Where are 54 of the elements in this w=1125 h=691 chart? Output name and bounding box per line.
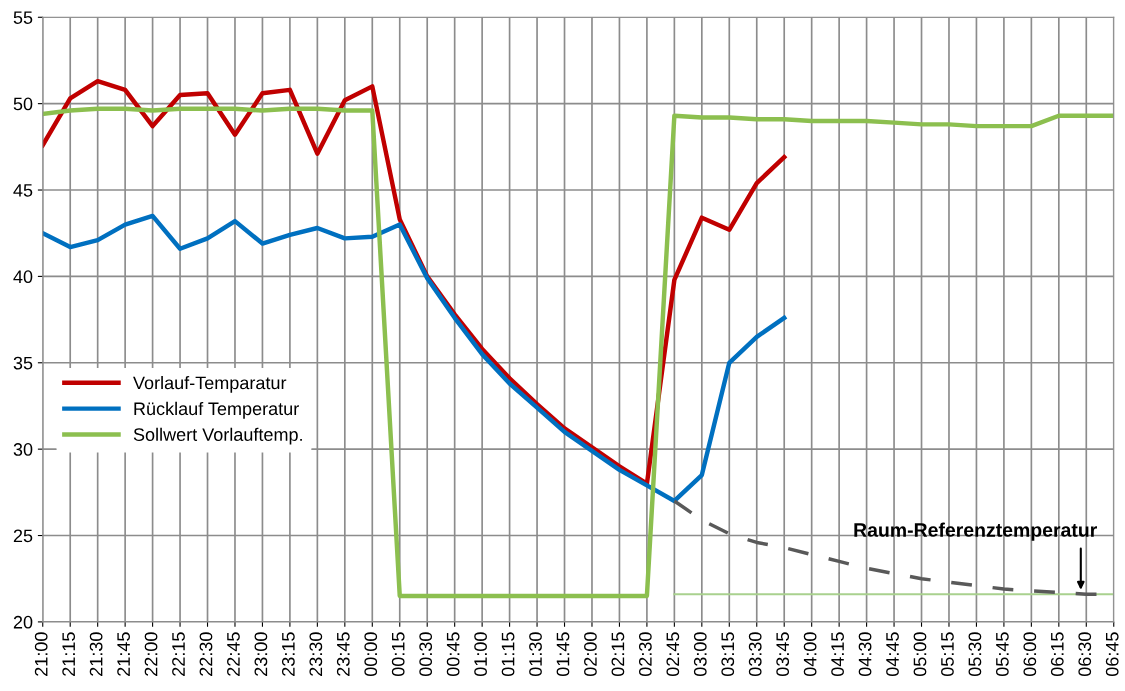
x-tick-label: 00:30 bbox=[419, 632, 433, 677]
y-tick-label: 45 bbox=[13, 184, 33, 197]
x-tick-label: 06:00 bbox=[1023, 632, 1037, 677]
x-tick-label: 05:30 bbox=[968, 632, 982, 677]
x-tick-label: 00:15 bbox=[391, 632, 405, 677]
x-tick-label: 04:00 bbox=[803, 632, 817, 677]
x-tick-label: 06:30 bbox=[1078, 632, 1092, 677]
x-tick-label: 21:45 bbox=[117, 632, 130, 676]
x-tick-label: 00:45 bbox=[446, 632, 460, 677]
y-tick-label: 55 bbox=[13, 11, 33, 24]
x-tick-label: 22:45 bbox=[227, 632, 240, 676]
line-series bbox=[42, 106, 1114, 599]
x-tick-label: 23:30 bbox=[309, 632, 323, 676]
legend-label: Vorlauf-Temparatur bbox=[133, 376, 287, 393]
x-tick-label: 01:45 bbox=[556, 632, 570, 677]
x-tick-label: 04:30 bbox=[858, 632, 872, 677]
x-tick-label: 02:00 bbox=[584, 632, 597, 677]
x-tick-label: 21:15 bbox=[62, 632, 76, 676]
x-tick-label: 05:45 bbox=[995, 632, 1009, 677]
legend-label: Rücklauf Temperatur bbox=[134, 401, 299, 419]
x-tick-label: 22:30 bbox=[199, 632, 213, 676]
x-tick-label: 02:15 bbox=[611, 632, 625, 677]
x-tick-label: 01:00 bbox=[474, 632, 487, 677]
x-tick-label: 23:15 bbox=[281, 632, 295, 676]
x-tick-label: 05:00 bbox=[913, 632, 927, 677]
y-tick-label: 40 bbox=[13, 270, 33, 284]
y-tick-label: 50 bbox=[13, 97, 33, 111]
legend-label: Sollwert Vorlauftemp. bbox=[133, 427, 302, 445]
x-tick-label: 21:00 bbox=[34, 632, 48, 676]
x-tick-label: 01:30 bbox=[529, 632, 542, 677]
x-tick-label: 04:15 bbox=[831, 632, 844, 677]
x-tick-label: 01:15 bbox=[501, 632, 515, 677]
x-tick-label: 23:45 bbox=[336, 632, 350, 676]
x-tick-label: 02:30 bbox=[638, 632, 652, 677]
y-tick-label: 35 bbox=[13, 356, 33, 370]
x-tick-label: 02:45 bbox=[666, 632, 680, 677]
x-tick-label: 22:00 bbox=[144, 632, 158, 676]
y-tick-label: 20 bbox=[13, 615, 33, 629]
x-tick-label: 03:00 bbox=[693, 632, 707, 677]
x-tick-label: 23:00 bbox=[254, 632, 268, 676]
x-tick-label: 03:45 bbox=[776, 632, 790, 677]
x-tick-label: 03:15 bbox=[721, 632, 735, 677]
x-tick-label: 03:30 bbox=[748, 632, 762, 677]
x-tick-label: 22:15 bbox=[172, 632, 185, 676]
x-tick-label: 05:15 bbox=[941, 632, 954, 677]
x-tick-label: 06:45 bbox=[1105, 632, 1119, 677]
x-tick-label: 00:00 bbox=[364, 632, 378, 677]
y-tick-label: 30 bbox=[13, 443, 33, 456]
y-tick-label: 25 bbox=[13, 529, 33, 543]
annotation: Raum-Referenztemperatur bbox=[854, 522, 1097, 541]
line-series bbox=[42, 213, 787, 504]
x-tick-label: 06:15 bbox=[1050, 632, 1064, 677]
x-tick-label: 21:30 bbox=[89, 632, 103, 676]
x-tick-label: 04:45 bbox=[886, 632, 899, 677]
